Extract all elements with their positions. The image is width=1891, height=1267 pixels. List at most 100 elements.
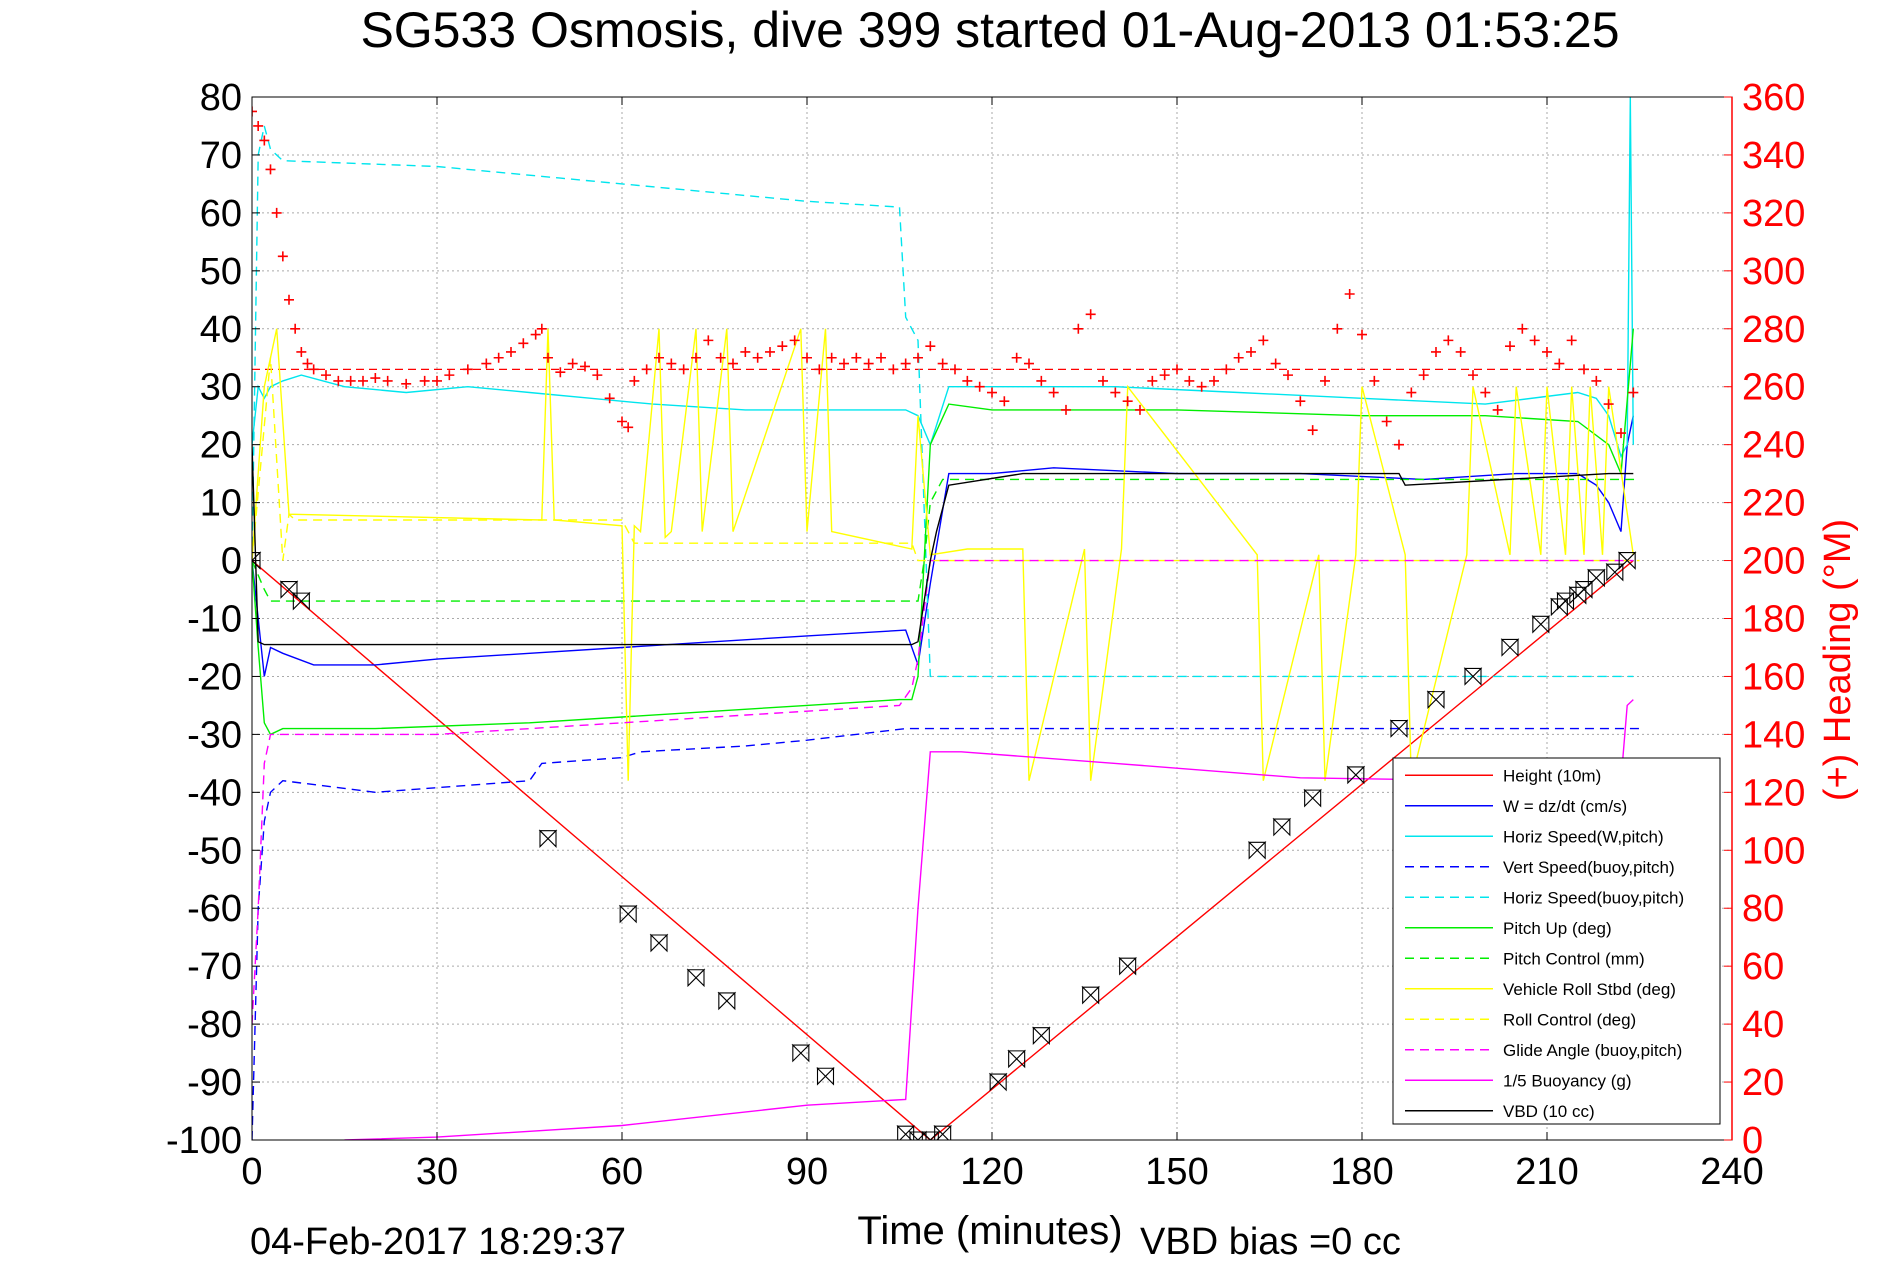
series-pitch-up-deg — [252, 328, 1634, 736]
heading-point — [284, 294, 294, 305]
height-sample-marker — [1247, 840, 1267, 860]
height-sample-marker — [1346, 765, 1366, 785]
heading-point — [888, 364, 899, 375]
heading-point — [814, 364, 825, 375]
heading-point — [1221, 364, 1232, 375]
heading-point — [826, 352, 837, 363]
heading-point — [259, 135, 270, 146]
height-sample-marker — [1007, 1049, 1026, 1069]
heading-point — [1024, 358, 1034, 369]
heading-point — [728, 358, 738, 369]
right-axis-label: (+) Heading (°M) — [1817, 519, 1859, 801]
heading-point — [1455, 346, 1466, 357]
height-sample-marker — [1587, 568, 1606, 588]
y-tick-label: -50 — [187, 830, 242, 872]
heading-point — [536, 323, 547, 334]
heading-point — [290, 323, 301, 334]
timestamp-footer: 04-Feb-2017 18:29:37 — [250, 1221, 626, 1262]
right-tick-label: 20 — [1742, 1062, 1784, 1104]
right-tick-label: 320 — [1742, 193, 1805, 235]
heading-point — [765, 346, 775, 357]
legend-entry: VBD (10 cc) — [1503, 1102, 1595, 1121]
legend: Height (10m) W = dz/dt (cm/s) Horiz Speed(… — [1392, 757, 1721, 1125]
heading-point — [1418, 370, 1429, 381]
heading-point — [937, 358, 948, 369]
heading-point — [382, 375, 393, 386]
y-tick-label: -10 — [187, 599, 242, 641]
heading-point — [1591, 375, 1602, 386]
height-sample-marker — [717, 991, 737, 1011]
x-tick-label: 90 — [786, 1151, 828, 1193]
series-roll-control-deg — [252, 357, 1640, 562]
heading-point — [1344, 289, 1355, 300]
right-tick-label: 260 — [1742, 367, 1805, 409]
heading-point — [419, 375, 430, 386]
height-sample-marker — [1531, 614, 1551, 634]
y-tick-label: 60 — [200, 193, 242, 235]
right-tick-label: 60 — [1742, 946, 1784, 988]
height-sample-markers — [252, 551, 1637, 1140]
heading-point — [999, 396, 1010, 407]
heading-point — [913, 352, 923, 363]
heading-point — [345, 375, 356, 386]
heading-point — [777, 341, 788, 352]
heading-point — [604, 393, 615, 404]
heading-point — [1406, 387, 1417, 398]
heading-point — [1270, 358, 1281, 369]
heading-point — [481, 358, 492, 369]
heading-point — [641, 364, 652, 375]
height-sample-marker — [292, 591, 311, 611]
heading-point — [802, 352, 812, 363]
right-tick-label: 40 — [1742, 1004, 1784, 1046]
heading-point — [1135, 404, 1145, 415]
heading-point — [1332, 323, 1343, 334]
heading-point — [876, 352, 886, 363]
heading-point — [252, 106, 257, 117]
y-tick-label: 10 — [200, 483, 242, 525]
heading-point — [432, 375, 442, 386]
y-tick-label: -90 — [187, 1062, 242, 1104]
heading-point — [629, 375, 640, 386]
series-vert-speed-buoy-pitch — [252, 727, 1640, 1140]
height-sample-marker — [649, 933, 669, 953]
y-tick-label: -60 — [187, 888, 242, 930]
heading-point — [567, 358, 578, 369]
height-sample-marker — [1118, 956, 1137, 976]
heading-point — [962, 375, 973, 386]
heading-point — [592, 370, 603, 381]
height-sample-marker — [1463, 667, 1483, 686]
heading-point — [1147, 375, 1158, 386]
heading-point — [1085, 309, 1096, 320]
heading-point — [277, 251, 288, 262]
heading-point — [851, 352, 862, 363]
right-tick-label: 280 — [1742, 309, 1805, 351]
heading-point — [623, 422, 634, 433]
height-sample-marker — [988, 1072, 1008, 1092]
series-vbd-10-cc — [252, 444, 1634, 646]
heading-point — [617, 416, 627, 427]
y-tick-label: 40 — [200, 309, 242, 351]
legend-box — [1392, 757, 1721, 1125]
height-sample-marker — [1389, 719, 1409, 738]
heading-point — [493, 352, 504, 363]
heading-point — [555, 367, 566, 378]
heading-point — [370, 373, 381, 384]
height-sample-marker — [933, 1124, 952, 1140]
heading-point — [308, 364, 319, 375]
x-tick-label: 210 — [1515, 1151, 1578, 1193]
heading-point — [302, 358, 313, 369]
heading-point — [900, 358, 911, 369]
heading-point — [654, 352, 664, 363]
heading-point — [265, 164, 276, 175]
y-tick-label: 0 — [221, 541, 242, 583]
vbd-bias-footer: VBD bias =0 cc — [1140, 1221, 1401, 1262]
height-sample-marker — [1617, 551, 1637, 570]
heading-point — [1554, 358, 1565, 369]
y-tick-label: -20 — [187, 656, 242, 698]
heading-point — [1529, 335, 1540, 346]
height-sample-marker — [686, 968, 706, 988]
heading-markers — [252, 106, 1639, 450]
heading-point — [1566, 335, 1577, 346]
series-horiz-speed-buoy-pitch — [252, 125, 1634, 678]
